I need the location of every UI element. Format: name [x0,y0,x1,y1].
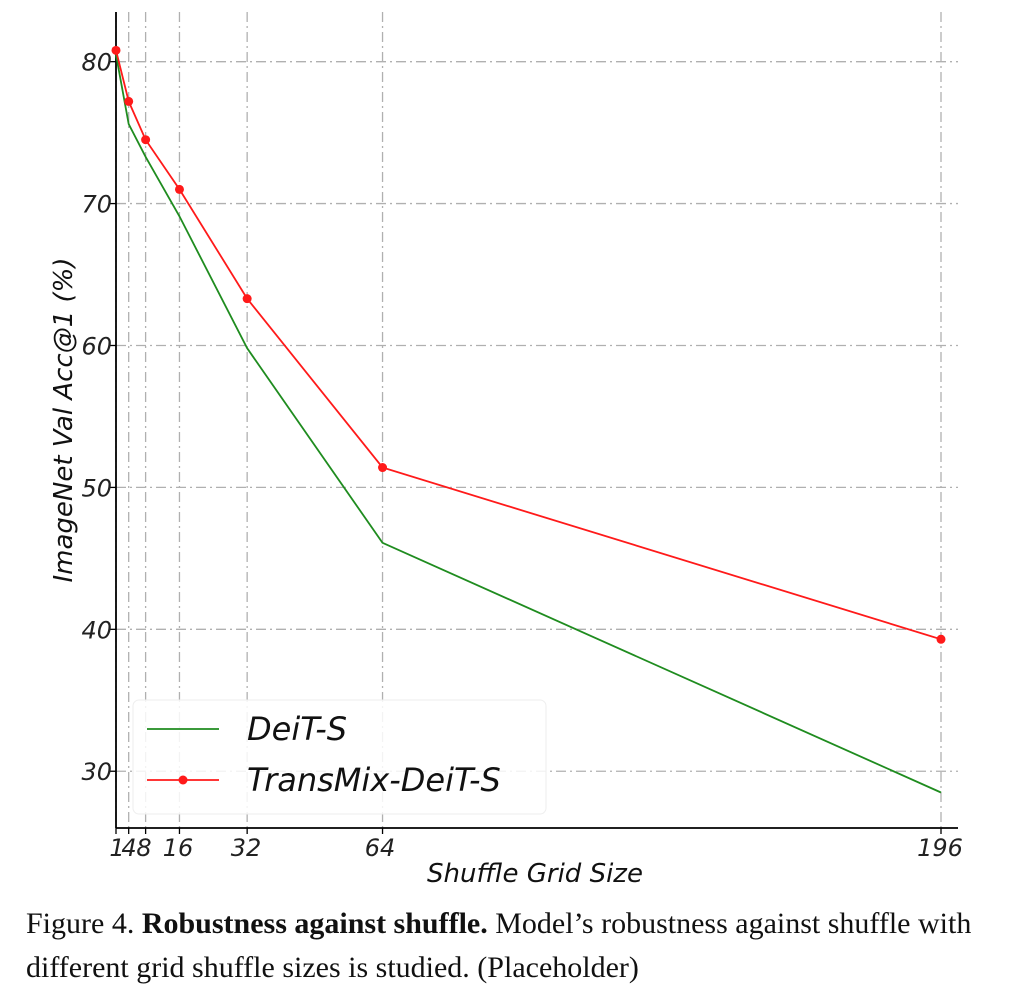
caption-prefix: Figure 4. [26,907,142,940]
series-layer [111,45,946,794]
series-1-point-1 [111,45,121,55]
grid-lines [115,12,958,828]
x-tick-label-16: 16 [163,834,194,862]
y-tick-label-60: 60 [81,332,112,360]
axes [110,12,958,834]
legend-label-0: DeiT-S [247,710,347,748]
x-tick-label-4: 4 [121,834,136,862]
line-chart: 30 40 50 60 70 80 14 8 16 32 64 196 Shuffle Grid Si… [49,12,963,889]
series-1-point-64 [378,463,388,473]
y-axis-label: ImageNet Val Acc@1 (%) [49,257,79,582]
series-1-point-16 [174,184,184,194]
figure-caption: Figure 4. Robustness against shuffle. Mo… [26,902,1006,990]
series-1-point-32 [242,294,252,304]
series-line-0 [115,54,942,794]
series-1-point-196 [936,634,946,644]
y-tick-label-70: 70 [81,191,112,219]
legend-marker-1 [178,775,188,785]
legend-label-1: TransMix-DeiT-S [247,761,501,799]
legend-box [132,699,547,815]
y-tick-label-40: 40 [81,616,112,644]
x-tick-label-196: 196 [917,834,963,862]
tick-labels: 30 40 50 60 70 80 14 8 16 32 64 196 [81,49,962,862]
y-tick-label-80: 80 [81,49,112,77]
series-line-1 [115,50,942,641]
caption-body: Model’s robustness against shuffle with … [26,907,972,984]
x-axis-label: Shuffle Grid Size [427,859,643,889]
x-tick-label-32: 32 [231,834,262,862]
series-1-point-4 [124,96,134,106]
series-1-point-8 [141,135,151,145]
caption-title: Robustness against shuffle. [141,907,488,940]
x-tick-label-8: 8 [136,834,151,862]
x-tick-label-64: 64 [365,834,396,862]
legend: DeiT-S TransMix-DeiT-S [132,699,547,815]
y-tick-label-50: 50 [81,474,112,502]
y-tick-label-30: 30 [81,758,112,786]
x-tick-label-1: 1 [109,834,124,862]
